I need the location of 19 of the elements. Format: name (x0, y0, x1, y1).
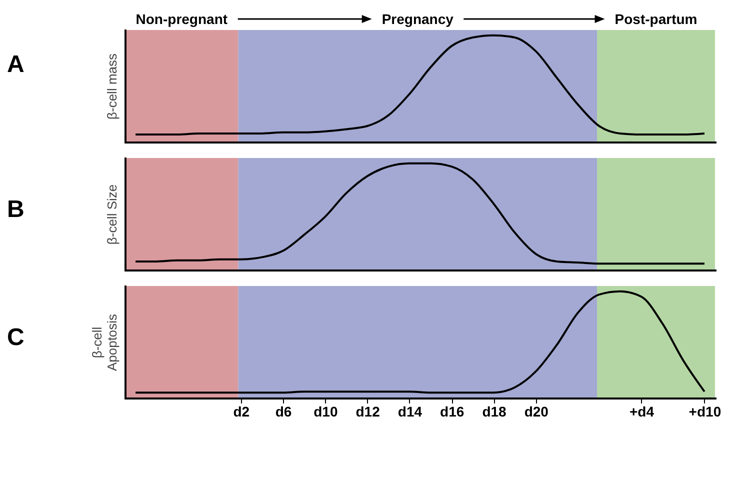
y-axis-title: β-cell mass (104, 53, 120, 120)
x-tick-label: d18 (482, 404, 507, 420)
y-axis-title: β-cell Apoptosis (90, 313, 120, 372)
x-tick-label: +d10 (688, 404, 722, 420)
text: B (7, 196, 24, 223)
x-tick-label: d2 (233, 404, 250, 420)
text: Non-pregnant (136, 11, 228, 27)
x-tick-label: d14 (398, 404, 422, 420)
text: A (7, 51, 24, 78)
x-tick-label: d10 (314, 404, 338, 420)
x-tick-label: d12 (356, 404, 380, 420)
x-tick-label: d6 (275, 404, 292, 420)
x-tick-label: d20 (524, 404, 549, 420)
x-tick-label: +d4 (629, 404, 654, 420)
text: Post-partum (614, 11, 698, 27)
y-axis-title: β-cell Size (104, 184, 120, 245)
x-tick-label: d16 (440, 404, 464, 420)
text: C (7, 324, 24, 351)
text: Pregnancy (382, 11, 454, 27)
